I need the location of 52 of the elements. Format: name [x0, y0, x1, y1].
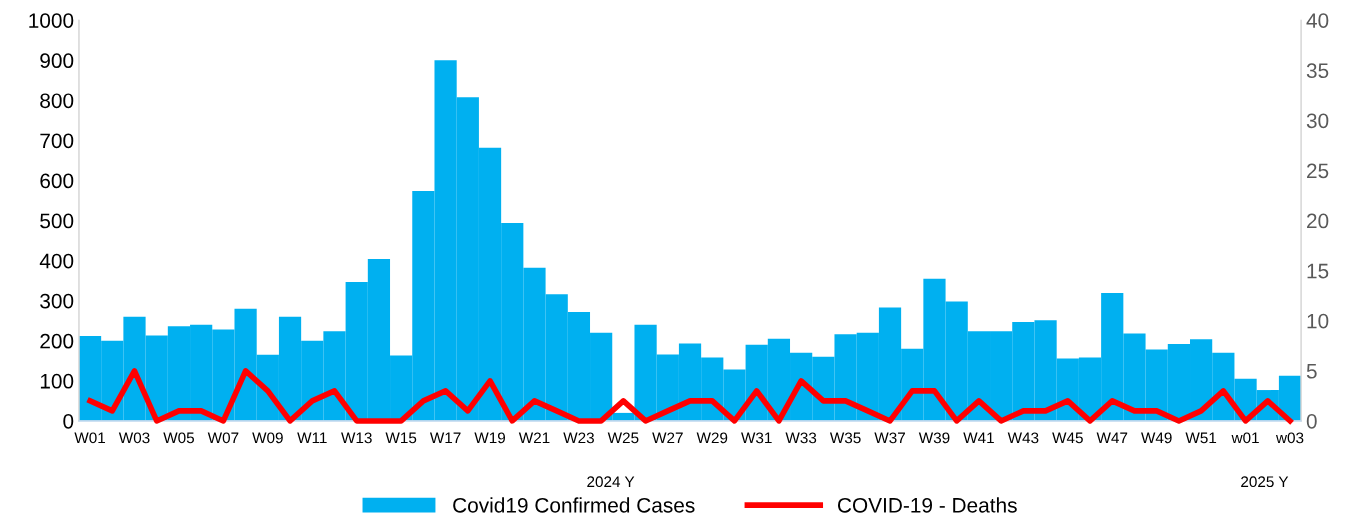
y2-tick-label: 20 [1307, 213, 1329, 229]
x-tick-label: W25 [607, 432, 639, 444]
y2-tick-label: 40 [1306, 13, 1329, 28]
y2-tick-label: 25 [1307, 163, 1329, 179]
x-tick-label: W49 [1141, 432, 1172, 444]
y2-tick-label: 5 [1306, 364, 1317, 379]
text: 2024 Y [587, 476, 635, 488]
x-tick-label: W01 [74, 432, 106, 444]
y2-tick-label: 35 [1306, 63, 1329, 79]
y-tick-label: 600 [40, 173, 74, 189]
y2-tick-label: 0 [1306, 413, 1317, 429]
y-tick-label: 900 [40, 53, 74, 69]
y-tick-label: 300 [40, 293, 74, 309]
x-tick-label: W43 [1007, 432, 1039, 444]
x-tick-label: W21 [518, 432, 550, 444]
x-tick-label: W41 [963, 432, 994, 444]
x-tick-label: W09 [252, 432, 283, 444]
y2-tick-label: 15 [1307, 263, 1329, 279]
x-tick-label: W17 [429, 432, 461, 444]
x-tick-label: W19 [474, 432, 506, 444]
x-tick-label: W23 [563, 432, 594, 444]
x-tick-label: W11 [297, 432, 327, 444]
y-tick-label: 400 [39, 253, 74, 269]
x-tick-label: w03 [1275, 432, 1304, 444]
x-tick-label: W35 [829, 432, 861, 444]
x-tick-label: W33 [785, 432, 817, 444]
x-tick-label: W29 [696, 432, 728, 444]
x-tick-label: W15 [385, 432, 417, 444]
text: 2025 Y [1241, 476, 1289, 488]
y2-tick-label: 30 [1306, 113, 1329, 129]
x-tick-label: W45 [1052, 432, 1083, 444]
legend-label: COVID-19 - Deaths [837, 497, 1017, 513]
x-tick-label: W05 [163, 432, 194, 444]
x-tick-label: W07 [207, 432, 239, 444]
x-tick-label: W39 [918, 432, 950, 444]
x-tick-label: W03 [118, 432, 150, 444]
x-tick-label: w01 [1231, 432, 1259, 444]
y-tick-label: 100 [40, 373, 74, 389]
y2-tick-label: 10 [1307, 313, 1329, 329]
y-tick-label: 1000 [29, 13, 74, 28]
x-tick-label: W27 [652, 432, 683, 444]
x-tick-label: W31 [741, 432, 772, 444]
y-tick-label: 700 [40, 133, 74, 149]
x-tick-label: W51 [1185, 432, 1217, 444]
legend-label: Covid19 Confirmed Cases [453, 497, 695, 513]
x-tick-label: W47 [1096, 432, 1128, 444]
y-tick-label: 0 [63, 413, 74, 429]
x-tick-label: W13 [341, 432, 372, 444]
x-tick-label: W37 [874, 432, 905, 444]
y-tick-label: 200 [40, 333, 74, 349]
y-tick-label: 500 [40, 213, 74, 229]
y-tick-label: 800 [40, 93, 74, 109]
